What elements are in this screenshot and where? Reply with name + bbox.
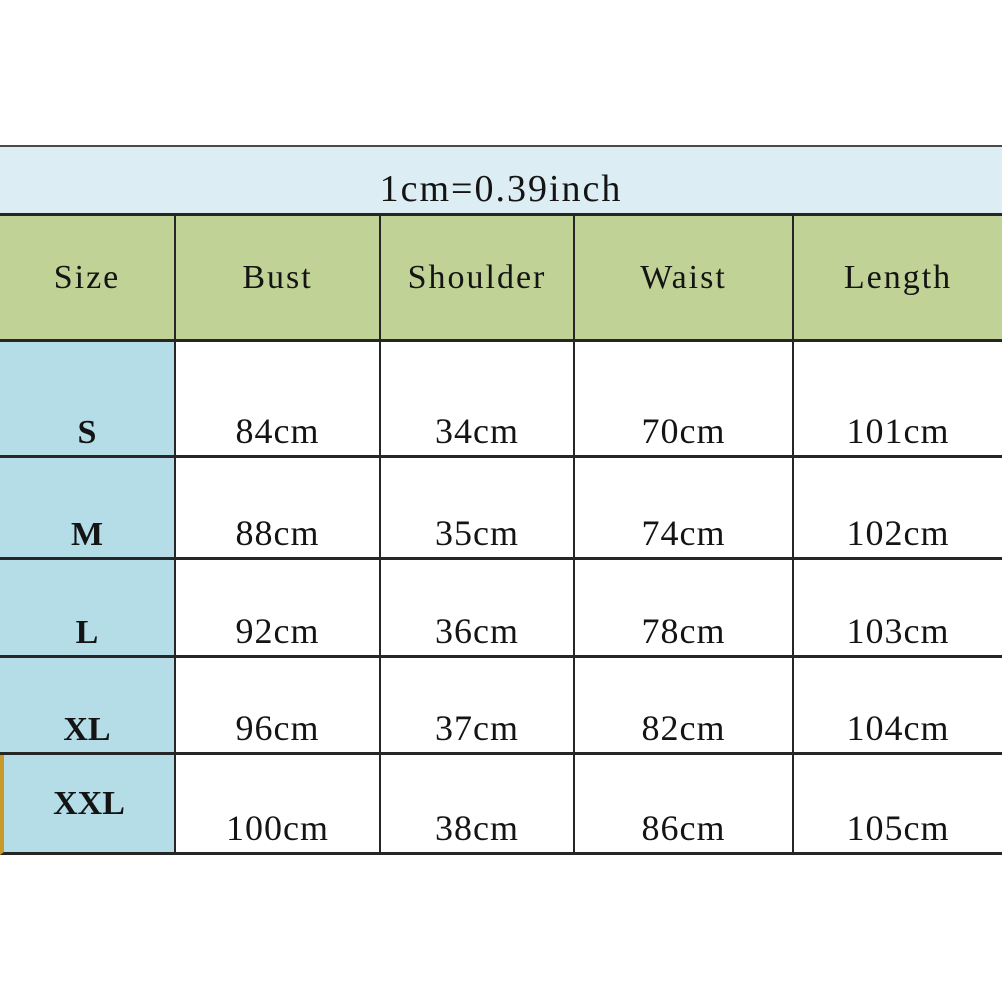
column-header-waist: Waist	[575, 216, 794, 342]
shoulder-value-l: 36cm	[381, 560, 575, 658]
shoulder-value-m: 35cm	[381, 458, 575, 560]
waist-value-xxl: 86cm	[575, 755, 794, 855]
size-label-m: M	[0, 458, 176, 560]
waist-value-s: 70cm	[575, 342, 794, 458]
length-value-xxl: 105cm	[794, 755, 1002, 855]
size-label-xxl: XXL	[0, 755, 176, 855]
waist-value-xl: 82cm	[575, 658, 794, 755]
column-header-size: Size	[0, 216, 176, 342]
unit-conversion-note: 1cm=0.39inch	[0, 147, 1002, 216]
length-value-m: 102cm	[794, 458, 1002, 560]
size-label-xl: XL	[0, 658, 176, 755]
length-value-xl: 104cm	[794, 658, 1002, 755]
column-header-bust: Bust	[176, 216, 381, 342]
column-header-length: Length	[794, 216, 1002, 342]
waist-value-l: 78cm	[575, 560, 794, 658]
column-header-shoulder: Shoulder	[381, 216, 575, 342]
size-label-s: S	[0, 342, 176, 458]
bust-value-xl: 96cm	[176, 658, 381, 755]
shoulder-value-xl: 37cm	[381, 658, 575, 755]
shoulder-value-xxl: 38cm	[381, 755, 575, 855]
length-value-s: 101cm	[794, 342, 1002, 458]
bust-value-m: 88cm	[176, 458, 381, 560]
waist-value-m: 74cm	[575, 458, 794, 560]
length-value-l: 103cm	[794, 560, 1002, 658]
size-label-l: L	[0, 560, 176, 658]
size-chart-table: 1cm=0.39inch Size Bust Shoulder Waist Le…	[0, 145, 1002, 855]
bust-value-xxl: 100cm	[176, 755, 381, 855]
bust-value-l: 92cm	[176, 560, 381, 658]
shoulder-value-s: 34cm	[381, 342, 575, 458]
bust-value-s: 84cm	[176, 342, 381, 458]
